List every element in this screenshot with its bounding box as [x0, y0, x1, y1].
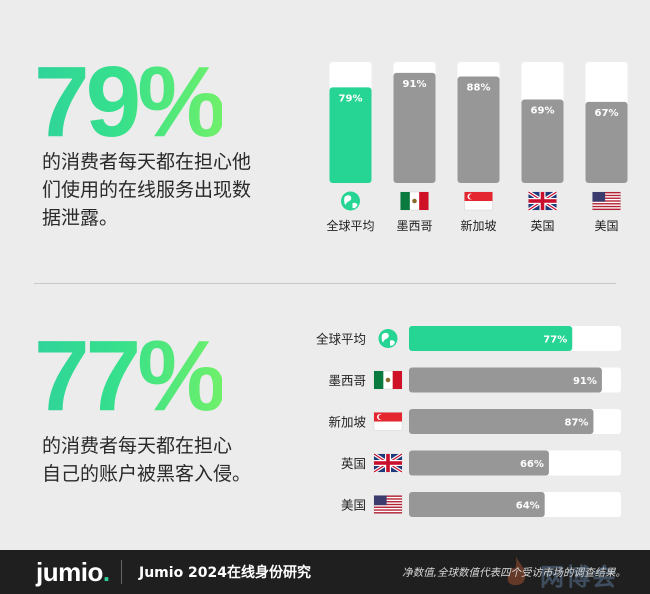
- uk-flag-icon: [527, 190, 558, 212]
- vertical-bar-chart: 79% 全球平均 91% 墨西哥 88% 新加坡 69% 英国 67% 美国: [326, 62, 628, 233]
- category-label: 美国: [594, 219, 618, 233]
- logo-text: jumio: [36, 557, 103, 587]
- bar: [409, 367, 602, 393]
- footer-note: 净数值,全球数值代表四个受访市场的调查结果。: [402, 567, 626, 579]
- category-label: 新加坡: [460, 218, 496, 233]
- bar-value-label: 77%: [543, 335, 567, 346]
- bar: [409, 450, 549, 476]
- bar: [521, 99, 564, 183]
- bar: [409, 409, 594, 434]
- category-label: 全球平均: [326, 218, 374, 233]
- stat-bottom-description: 的消费者每天都在担心 自己的账户被黑客入侵。: [42, 435, 252, 485]
- bar: [393, 72, 436, 183]
- bar-value-label: 88%: [467, 83, 491, 94]
- flame-icon: [507, 557, 526, 586]
- mexico-flag-icon: [373, 370, 403, 390]
- globe-icon: [378, 329, 398, 348]
- category-label: 美国: [341, 498, 366, 513]
- bar-value-label: 91%: [573, 376, 597, 387]
- category-label: 全球平均: [316, 332, 366, 347]
- uk-flag-icon: [373, 452, 403, 474]
- logo-dot: .: [102, 557, 110, 587]
- stat-bottom-percentage: 77%: [34, 320, 226, 432]
- category-label: 英国: [341, 456, 366, 471]
- bar-value-label: 91%: [403, 79, 427, 90]
- section-divider: [34, 283, 616, 284]
- bar: [585, 101, 628, 183]
- bar: [409, 326, 573, 351]
- category-label: 英国: [530, 219, 554, 233]
- footer-bar: jumio. Jumio 2024在线身份研究 网博会 净数值,全球数值代表四个…: [0, 550, 650, 594]
- mexico-flag-icon: [400, 191, 429, 211]
- category-label: 墨西哥: [396, 219, 432, 233]
- us-flag-icon: [373, 495, 403, 514]
- horizontal-bar-chart: 全球平均 77% 墨西哥 91% 新加坡 87% 英国 66% 美国 64%: [316, 326, 621, 517]
- us-flag-icon: [592, 191, 621, 211]
- bar: [409, 492, 545, 517]
- bar: [329, 87, 372, 183]
- bar-value-label: 64%: [516, 501, 540, 512]
- category-label: 墨西哥: [328, 373, 366, 388]
- footer-title: Jumio 2024在线身份研究: [139, 565, 312, 581]
- stat-top-percentage: 79%: [34, 46, 226, 158]
- bar-value-label: 67%: [595, 108, 619, 119]
- jumio-logo: jumio.: [36, 557, 110, 588]
- singapore-flag-icon: [373, 412, 403, 431]
- footer-separator: [121, 560, 122, 584]
- bar-value-label: 66%: [520, 459, 544, 470]
- globe-icon: [341, 191, 360, 211]
- bar: [457, 76, 500, 183]
- stat-top-description: 的消费者每天都在担心他 们使用的在线服务出现数 据泄露。: [42, 151, 252, 229]
- bar-value-label: 69%: [531, 106, 555, 117]
- singapore-flag-icon: [464, 191, 493, 211]
- bar-value-label: 79%: [339, 93, 363, 104]
- watermark-text: 网博会: [540, 563, 618, 591]
- watermark: 网博会: [496, 555, 634, 591]
- bar-value-label: 87%: [565, 418, 589, 429]
- category-label: 新加坡: [328, 415, 366, 430]
